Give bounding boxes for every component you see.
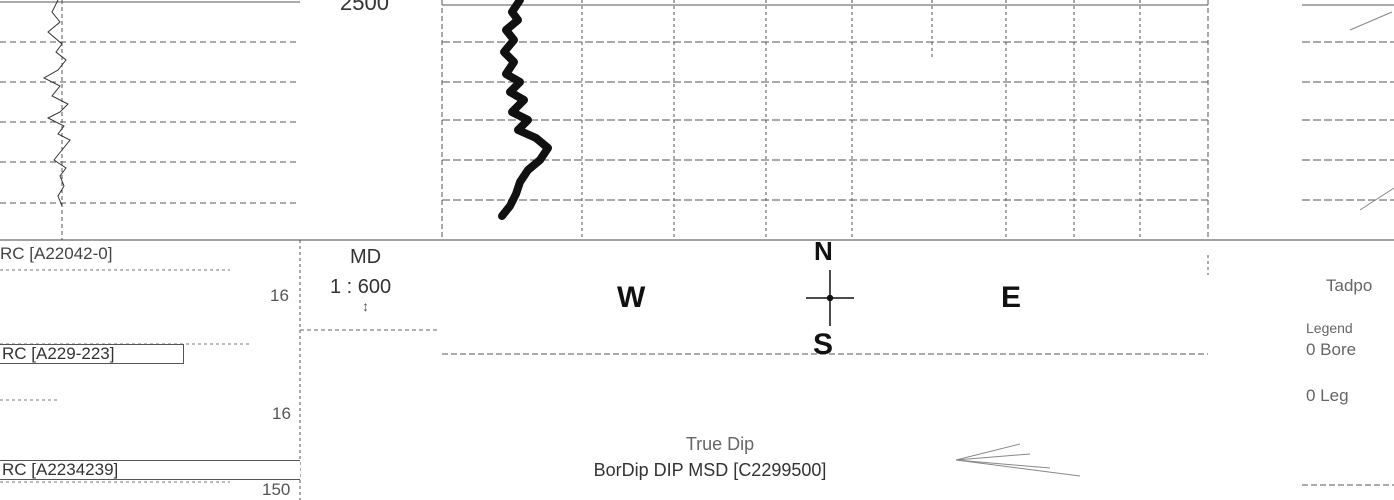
compass-east: E	[1001, 281, 1022, 314]
curve-header-2: RC [A229-223]	[0, 344, 184, 364]
right-track-grid	[1302, 4, 1394, 486]
legend-title: Legend	[1306, 320, 1353, 336]
dip-track-grid	[441, 0, 1209, 355]
legend-item-1: 0 Bore	[1306, 340, 1357, 359]
gamma-log-curve	[42, 0, 71, 207]
curve-header-1: RC [A22042-0]	[0, 244, 113, 263]
compass-south: S	[813, 328, 834, 361]
depth-scale: 1 : 600	[330, 276, 392, 298]
compass-west: W	[617, 281, 646, 314]
curve-scale-2: 16	[272, 404, 291, 423]
compass-north: N	[814, 236, 833, 266]
arrow-left-icon	[955, 443, 1081, 477]
left-track-aux-lines	[0, 269, 250, 483]
right-track-header: Tadpo	[1326, 276, 1373, 295]
depth-track-header: MD	[350, 246, 382, 268]
dip-footer-curve-name: BorDip DIP MSD [C2299500]	[593, 460, 827, 480]
curve-scale-1: 16	[270, 286, 289, 305]
curve-header-3: RC [A2234239]	[0, 460, 300, 480]
curve-scale-3: 150	[262, 480, 291, 499]
dip-footer-title: True Dip	[685, 434, 755, 454]
top-depth-label: 2500	[340, 0, 389, 15]
legend-item-2: 0 Leg	[1306, 386, 1349, 405]
depth-marker-icon: ↕	[362, 298, 369, 314]
dip-azimuth-curve	[498, 0, 552, 220]
compass-cross-icon	[806, 270, 854, 326]
